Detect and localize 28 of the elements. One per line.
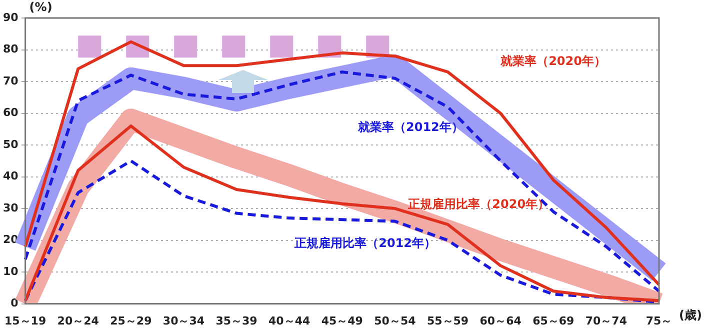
x-tick-label: 15～19 [4,314,46,328]
text: 就業率（2020年） [500,54,606,68]
x-tick-label: 55～59 [426,314,469,328]
y-tick-label: 80 [2,42,19,56]
y-tick-label: 50 [2,138,19,151]
x-tick-label: 50～54 [374,314,416,328]
x-axis-title: (歳) [679,308,702,322]
series-label: 就業率（2012年） [356,120,464,134]
x-tick-label: 25～29 [110,314,152,328]
x-tick-label: 30～34 [162,314,205,328]
y-tick-label: 70 [2,74,19,88]
x-tick-label: 75～ [646,314,672,328]
series-label: 正規雇用比率（2012年） [294,236,436,250]
x-tick-label: 60～64 [480,314,522,328]
x-tick-label: 65～69 [532,314,574,328]
y-axis-title: (%) [29,0,52,14]
x-tick-label: 35～39 [216,314,258,328]
x-tick-label: 45～49 [321,314,363,328]
y-tick-label: 90 [2,10,19,24]
y-tick-label: 0 [10,296,19,310]
x-tick-label: 70～74 [585,314,628,328]
x-tick-label: 20～24 [57,314,100,328]
y-tick-label: 60 [2,106,19,120]
y-tick-label: 30 [2,201,19,214]
y-tick-label: 10 [2,264,19,278]
series-label: 正規雇用比率（2020年） [407,197,550,212]
y-tick-label: 40 [2,170,19,183]
x-tick-label: 40～44 [268,314,310,328]
